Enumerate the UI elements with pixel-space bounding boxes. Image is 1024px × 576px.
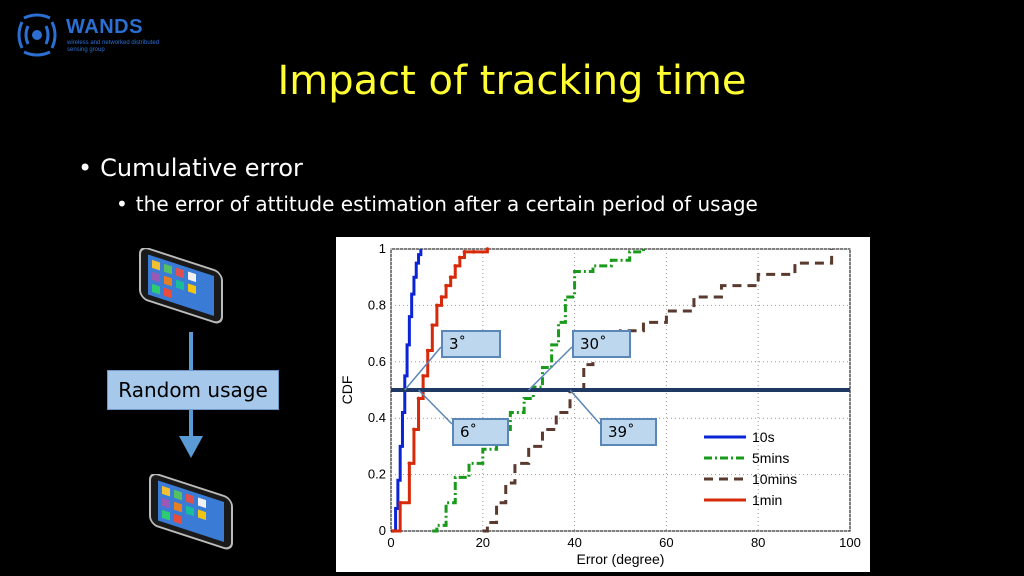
- legend-label: 1min: [752, 492, 782, 508]
- series-point-1min: [416, 396, 421, 401]
- series-point-1min: [430, 323, 435, 327]
- series-point-1min: [462, 250, 467, 254]
- legend-label: 10mins: [752, 471, 797, 487]
- bullet-2-text: the error of attitude estimation after a…: [135, 192, 758, 216]
- y-tick-label: 0.4: [368, 410, 386, 425]
- x-tick-label: 20: [476, 535, 490, 550]
- series-point-1min: [439, 295, 444, 299]
- y-tick-label: 1: [379, 241, 386, 256]
- series-line-5mins: [432, 249, 645, 533]
- series-point-1min: [444, 283, 448, 288]
- x-axis-label: Error (degree): [577, 551, 665, 567]
- bullet-dot-icon: •: [78, 154, 93, 182]
- series-point-1min: [458, 255, 462, 260]
- series-line-10mins: [482, 249, 834, 533]
- x-tick-label: 40: [567, 535, 581, 550]
- logo-name: WANDS: [66, 16, 143, 38]
- y-tick-label: 0: [379, 523, 386, 538]
- annotation-box: 30˚: [572, 330, 631, 358]
- x-tick-label: 60: [659, 535, 673, 550]
- wands-logo: WANDS wireless and networked distributed…: [14, 12, 164, 60]
- series-point-1min: [398, 501, 402, 505]
- x-tick-label: 80: [751, 535, 765, 550]
- annotation-box: 6˚: [452, 418, 509, 446]
- series-point-1min: [448, 275, 453, 279]
- smartphone-icon: [139, 248, 223, 324]
- annotation-box: 3˚: [441, 330, 501, 358]
- annotation-leader-line: [569, 389, 601, 425]
- bullet-1-text: Cumulative error: [100, 154, 303, 182]
- slide-title: Impact of tracking time: [277, 58, 747, 104]
- logo-subtitle: wireless and networked distributed sensi…: [67, 40, 160, 53]
- x-tick-label: 100: [839, 535, 861, 550]
- series-point-1min: [435, 303, 439, 308]
- legend-label: 5mins: [752, 450, 789, 466]
- annotation-leader-line: [528, 346, 573, 391]
- bullet-dot-icon: •: [116, 192, 128, 216]
- cdf-plot-svg: 0 20 40 60 80 100 0 0.2 0.4 0.6 0.8 1 Error (degree)…: [339, 241, 861, 567]
- y-tick-label: 0.8: [368, 297, 386, 312]
- annotation-leader-line: [418, 389, 453, 425]
- bullet-level-1: • Cumulative error: [78, 154, 303, 182]
- wifi-wave-icon: [17, 13, 57, 57]
- y-tick-label: 0.2: [368, 467, 386, 482]
- series-point-1min: [407, 461, 412, 466]
- smartphone-icon: [149, 474, 233, 550]
- random-usage-label: Random usage: [107, 370, 279, 410]
- series-point-1min: [485, 247, 490, 251]
- series-point-1min: [412, 427, 416, 432]
- series-line-10s: [391, 249, 423, 533]
- series-point-1min: [421, 374, 425, 378]
- legend-label: 10s: [752, 429, 775, 445]
- series-point-1min: [425, 348, 430, 353]
- series-point-1min: [453, 264, 458, 268]
- annotation-leader-line: [404, 346, 442, 391]
- annotation-box: 39˚: [600, 418, 657, 446]
- x-tick-label: 0: [387, 535, 394, 550]
- series-point-1min: [471, 250, 476, 254]
- cdf-chart: 0 20 40 60 80 100 0 0.2 0.4 0.6 0.8 1 Error (degree)…: [336, 237, 870, 572]
- y-tick-label: 0.6: [368, 354, 386, 369]
- y-axis-label: CDF: [339, 376, 355, 405]
- bullet-level-2: • the error of attitude estimation after …: [116, 192, 758, 216]
- series-point-1min: [391, 529, 396, 533]
